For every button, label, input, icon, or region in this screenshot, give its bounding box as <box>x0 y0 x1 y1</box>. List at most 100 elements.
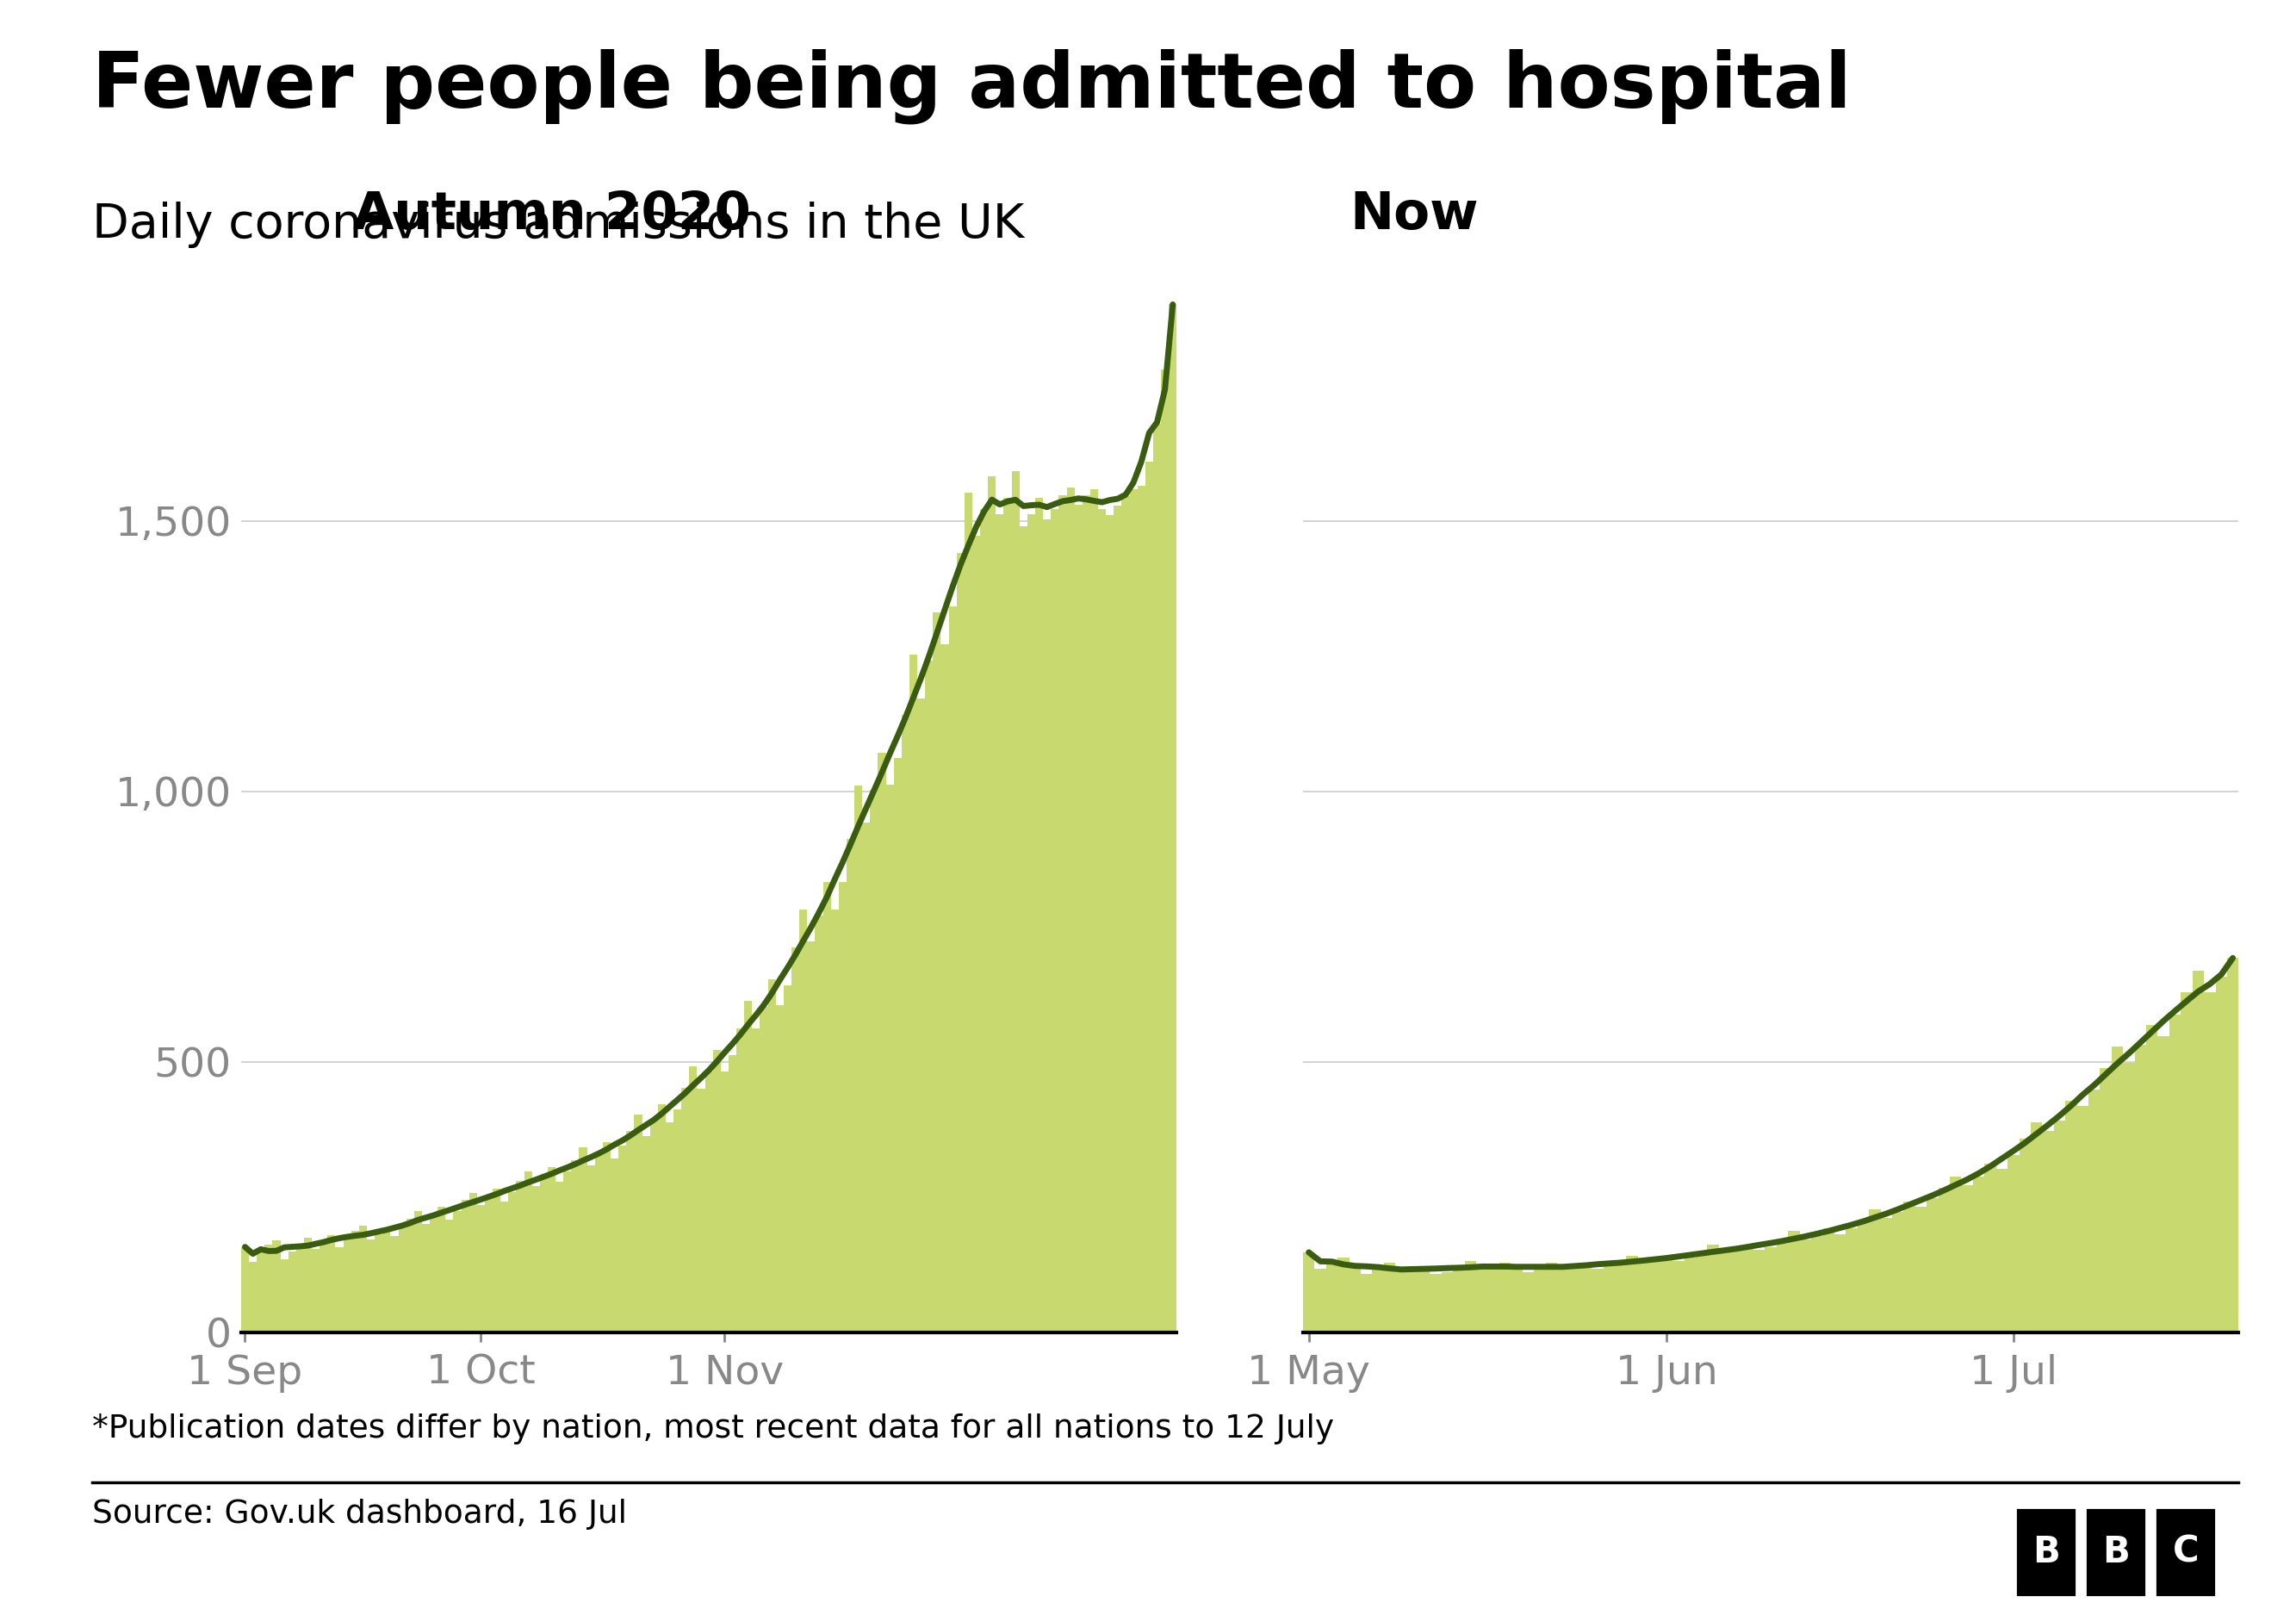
Bar <box>1042 520 1052 1332</box>
Bar <box>1339 1258 1350 1332</box>
Bar <box>2156 1507 2216 1597</box>
Bar <box>2158 1035 2170 1332</box>
Bar <box>1097 509 1107 1332</box>
Bar <box>494 1189 501 1332</box>
Bar <box>1995 1169 2007 1332</box>
Bar <box>1720 1252 1731 1332</box>
Text: Autumn 2020: Autumn 2020 <box>354 189 751 241</box>
Bar <box>1019 526 1026 1332</box>
Bar <box>721 1072 728 1332</box>
Bar <box>831 909 838 1332</box>
Text: B: B <box>2103 1534 2131 1570</box>
Bar <box>1153 423 1162 1332</box>
Bar <box>397 1227 406 1332</box>
Bar <box>241 1247 248 1332</box>
Bar <box>1949 1177 1961 1332</box>
Bar <box>854 787 863 1332</box>
Bar <box>1075 504 1081 1332</box>
Bar <box>1637 1263 1649 1332</box>
Bar <box>1137 486 1146 1332</box>
Bar <box>429 1216 439 1332</box>
Bar <box>312 1248 319 1332</box>
Bar <box>893 757 902 1332</box>
Bar <box>358 1226 367 1332</box>
Bar <box>1362 1274 1373 1332</box>
Bar <box>1766 1247 1777 1332</box>
Bar <box>1373 1268 1384 1332</box>
Bar <box>383 1229 390 1332</box>
Bar <box>698 1089 705 1332</box>
Bar <box>1671 1261 1685 1332</box>
Bar <box>1961 1185 1972 1332</box>
Bar <box>1522 1271 1534 1332</box>
Bar <box>507 1192 517 1332</box>
Bar <box>579 1147 588 1332</box>
Bar <box>367 1239 374 1332</box>
Bar <box>2066 1101 2078 1332</box>
Bar <box>563 1171 572 1332</box>
Bar <box>1846 1229 1857 1332</box>
Bar <box>916 698 925 1332</box>
Text: Now: Now <box>1350 189 1479 241</box>
Bar <box>344 1239 351 1332</box>
Bar <box>673 1110 682 1332</box>
Bar <box>517 1181 523 1332</box>
Bar <box>627 1130 634 1332</box>
Bar <box>1869 1210 1880 1332</box>
Bar <box>996 514 1003 1332</box>
Bar <box>1892 1213 1903 1332</box>
Bar <box>328 1235 335 1332</box>
Bar <box>468 1193 478 1332</box>
Bar <box>815 916 822 1332</box>
Bar <box>2216 977 2227 1332</box>
Bar <box>1114 505 1123 1332</box>
Bar <box>2030 1122 2041 1332</box>
Bar <box>1660 1255 1671 1332</box>
Bar <box>445 1219 452 1332</box>
Bar <box>2170 1014 2181 1332</box>
Bar <box>1685 1258 1697 1332</box>
Bar <box>422 1224 429 1332</box>
Bar <box>257 1252 264 1332</box>
Bar <box>948 606 957 1332</box>
Bar <box>1777 1239 1789 1332</box>
Bar <box>1649 1261 1660 1332</box>
Bar <box>1708 1245 1720 1332</box>
Bar <box>1812 1235 1823 1332</box>
Bar <box>540 1179 549 1332</box>
Bar <box>1568 1266 1580 1332</box>
Text: *Publication dates differ by nation, most recent data for all nations to 12 July: *Publication dates differ by nation, mos… <box>92 1413 1334 1444</box>
Bar <box>319 1242 328 1332</box>
Text: Daily coronavirus admissions in the UK: Daily coronavirus admissions in the UK <box>92 202 1024 249</box>
Bar <box>712 1050 721 1332</box>
Bar <box>549 1168 556 1332</box>
Bar <box>335 1247 344 1332</box>
Bar <box>461 1200 468 1332</box>
Bar <box>705 1072 712 1332</box>
Bar <box>289 1252 296 1332</box>
Bar <box>413 1211 422 1332</box>
Bar <box>248 1261 257 1332</box>
Bar <box>1880 1218 1892 1332</box>
Text: B: B <box>2032 1534 2060 1570</box>
Bar <box>1465 1261 1476 1332</box>
Bar <box>2018 1139 2030 1332</box>
Bar <box>1743 1245 1754 1332</box>
Bar <box>909 656 916 1332</box>
Bar <box>1800 1239 1812 1332</box>
Bar <box>2089 1090 2101 1332</box>
Bar <box>808 942 815 1332</box>
Bar <box>1384 1263 1396 1332</box>
Bar <box>1146 462 1153 1332</box>
Bar <box>1035 497 1042 1332</box>
Bar <box>1938 1187 1949 1332</box>
Bar <box>264 1245 273 1332</box>
Bar <box>1052 509 1058 1332</box>
Bar <box>980 509 987 1332</box>
Bar <box>941 644 948 1332</box>
Bar <box>2007 1155 2018 1332</box>
Bar <box>1857 1219 1869 1332</box>
Bar <box>1499 1263 1511 1332</box>
Bar <box>1081 494 1091 1332</box>
Bar <box>2135 1045 2147 1332</box>
